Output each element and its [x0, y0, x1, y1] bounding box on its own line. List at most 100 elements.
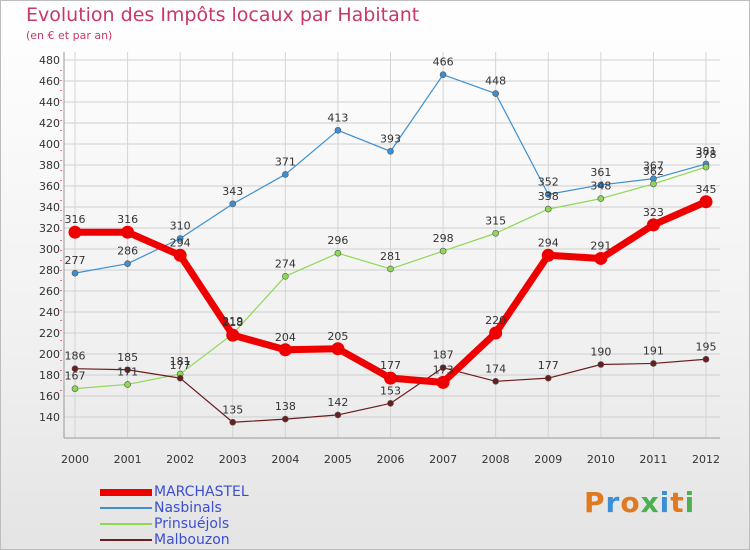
data-label: 177 — [380, 359, 401, 372]
data-point — [229, 200, 237, 208]
data-label: 371 — [275, 155, 296, 168]
legend-swatch-prinsuejols — [100, 523, 152, 525]
data-label: 367 — [643, 160, 664, 173]
data-label: 167 — [65, 370, 86, 383]
y-tick-label: 420 — [39, 117, 60, 130]
data-point — [71, 269, 79, 277]
data-label: 171 — [117, 365, 138, 378]
data-point — [597, 361, 605, 368]
data-point — [492, 90, 499, 97]
y-tick-label: 280 — [39, 264, 60, 277]
data-point — [68, 225, 82, 239]
data-label: 204 — [275, 331, 296, 344]
data-label: 315 — [485, 214, 506, 227]
data-label: 381 — [696, 145, 717, 158]
data-label: 185 — [117, 351, 138, 364]
y-tick-label: 320 — [39, 222, 60, 235]
chart-title: Evolution des Impôts locaux par Habitant — [26, 4, 420, 26]
y-tick-label: 380 — [39, 159, 60, 172]
data-point — [544, 205, 552, 213]
data-label: 348 — [590, 180, 611, 193]
data-point — [702, 163, 710, 171]
y-tick-label: 360 — [39, 180, 60, 193]
chart-subtitle: (en € et par an) — [26, 29, 113, 42]
data-point — [176, 374, 184, 382]
data-label: 413 — [327, 111, 348, 124]
data-point — [702, 355, 710, 363]
logo-letter: i — [684, 486, 696, 519]
data-point — [278, 343, 292, 357]
data-point — [229, 418, 237, 426]
y-tick-label: 260 — [39, 285, 60, 298]
data-point — [334, 127, 342, 134]
data-point — [384, 371, 397, 385]
data-label: 138 — [275, 400, 296, 413]
legend-label: MARCHASTEL — [154, 484, 249, 500]
data-point — [176, 235, 184, 242]
legend-label: Prinsuéjols — [154, 516, 230, 532]
data-point — [124, 381, 131, 388]
data-point — [436, 375, 450, 389]
x-tick-label: 2010 — [587, 453, 615, 466]
data-label: 338 — [538, 190, 559, 203]
data-point — [544, 374, 552, 382]
data-label: 343 — [222, 185, 243, 198]
x-tick-label: 2006 — [377, 453, 405, 466]
data-point — [597, 195, 605, 202]
data-label: 345 — [696, 183, 717, 196]
data-point — [492, 229, 499, 237]
data-point — [331, 342, 345, 356]
data-label: 294 — [538, 236, 559, 249]
data-point — [387, 400, 394, 407]
data-label: 186 — [65, 350, 86, 363]
data-point — [650, 180, 657, 188]
data-point — [439, 71, 447, 78]
data-point — [541, 248, 555, 262]
y-tick-label: 340 — [39, 201, 60, 214]
data-point — [226, 328, 240, 342]
legend-item-malbouzon[interactable]: Malbouzon — [100, 532, 400, 548]
y-tick-label: 160 — [39, 390, 60, 403]
legend-item-prinsuejols[interactable]: Prinsuéjols — [100, 516, 400, 532]
data-label: 173 — [433, 363, 454, 376]
data-label: 177 — [538, 359, 559, 372]
data-label: 220 — [485, 314, 506, 327]
data-point — [282, 272, 289, 280]
data-label: 177 — [170, 359, 191, 372]
data-label: 294 — [170, 236, 191, 249]
x-tick-label: 2000 — [61, 453, 89, 466]
data-label: 205 — [327, 330, 348, 343]
data-point — [650, 360, 657, 367]
data-label: 378 — [696, 148, 717, 161]
legend-item-nasbinals[interactable]: Nasbinals — [100, 500, 400, 516]
legend: MARCHASTEL Nasbinals Prinsuéjols Malbouz… — [100, 484, 400, 548]
x-tick-label: 2001 — [114, 453, 142, 466]
data-point — [439, 247, 447, 255]
data-point — [492, 377, 499, 385]
y-tick-label: 300 — [39, 243, 60, 256]
y-tick-label: 180 — [39, 369, 60, 382]
x-tick-label: 2008 — [482, 453, 510, 466]
logo-letter: r — [605, 486, 621, 519]
y-tick-label: 240 — [39, 306, 60, 319]
legend-item-marchastel[interactable]: MARCHASTEL — [100, 484, 400, 500]
data-label: 361 — [590, 166, 611, 179]
data-label: 323 — [643, 206, 664, 219]
data-label: 142 — [327, 396, 348, 409]
proxiti-logo: Proxiti — [584, 486, 695, 519]
y-tick-label: 140 — [39, 411, 60, 424]
logo-letter: x — [640, 486, 660, 519]
data-label: 195 — [696, 340, 717, 353]
x-tick-label: 2012 — [692, 453, 720, 466]
data-label: 310 — [170, 220, 191, 233]
data-point — [699, 195, 713, 209]
data-point — [121, 225, 135, 239]
data-label: 296 — [327, 234, 348, 247]
data-label: 191 — [643, 344, 664, 357]
data-label: 218 — [222, 316, 243, 329]
legend-label: Malbouzon — [154, 532, 230, 548]
logo-letter: i — [659, 486, 671, 519]
data-point — [282, 171, 289, 178]
